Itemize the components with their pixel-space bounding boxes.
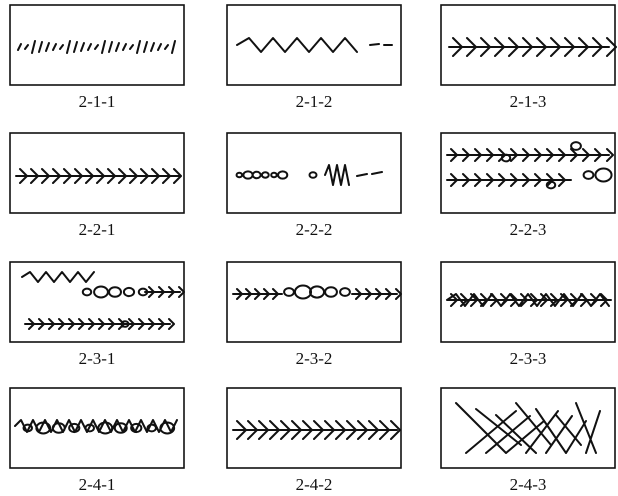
crack-sketch bbox=[235, 164, 383, 186]
panel: 2-3-3 bbox=[440, 261, 616, 368]
crack-sketch bbox=[15, 168, 182, 184]
panel-label: 2-2-1 bbox=[79, 220, 116, 239]
panel-frame bbox=[440, 387, 616, 469]
panel: 2-3-1 bbox=[9, 261, 185, 368]
crack-sketch bbox=[232, 284, 402, 300]
crack-sketch bbox=[446, 293, 612, 307]
crack-sketch bbox=[448, 37, 617, 57]
panel: 2-2-2 bbox=[226, 132, 402, 239]
panel: 2-4-3 bbox=[440, 387, 616, 494]
panel-frame bbox=[440, 132, 616, 214]
crack-sketch bbox=[21, 271, 185, 330]
panel-label: 2-2-3 bbox=[510, 220, 547, 239]
panel-label: 2-4-3 bbox=[510, 475, 547, 494]
panel: 2-1-1 bbox=[9, 4, 185, 111]
crack-sketch bbox=[455, 402, 601, 454]
panel: 2-2-1 bbox=[9, 132, 185, 239]
panel-frame bbox=[9, 261, 185, 343]
panel-label: 2-1-2 bbox=[296, 92, 333, 111]
crack-sketch bbox=[232, 420, 401, 440]
panel: 2-3-2 bbox=[226, 261, 402, 368]
panel-label: 2-4-2 bbox=[296, 475, 333, 494]
crack-sketch bbox=[17, 40, 176, 54]
panel: 2-1-3 bbox=[440, 4, 617, 111]
panel-label: 2-1-3 bbox=[510, 92, 547, 111]
crack-sketch bbox=[236, 37, 393, 53]
crack-sketch bbox=[14, 419, 178, 435]
panel-frame bbox=[440, 4, 616, 86]
panel-label: 2-2-2 bbox=[296, 220, 333, 239]
panel-label: 2-4-1 bbox=[79, 475, 116, 494]
panel-label: 2-3-1 bbox=[79, 349, 116, 368]
panel-label: 2-1-1 bbox=[79, 92, 116, 111]
panel: 2-4-2 bbox=[226, 387, 402, 494]
panel-label: 2-3-3 bbox=[510, 349, 547, 368]
panel-frame bbox=[226, 261, 402, 343]
panel: 2-1-2 bbox=[226, 4, 402, 111]
panel-label: 2-3-2 bbox=[296, 349, 333, 368]
crack-sketch bbox=[446, 141, 614, 190]
panel: 2-4-1 bbox=[9, 387, 185, 494]
panel: 2-2-3 bbox=[440, 132, 616, 239]
